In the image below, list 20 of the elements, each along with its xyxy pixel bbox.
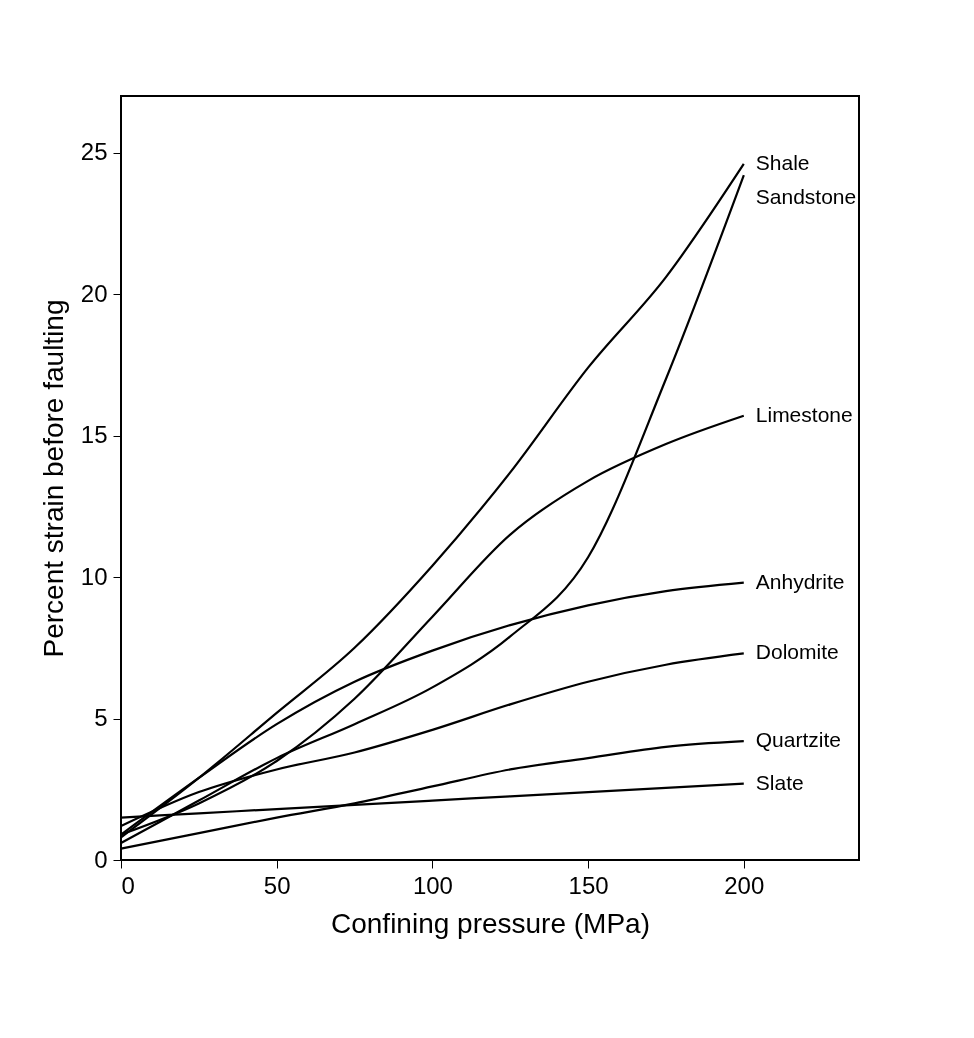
x-tick-label: 200	[724, 871, 765, 899]
y-tick-label: 10	[80, 562, 108, 590]
y-axis-title: Percent strain before faulting	[37, 299, 69, 658]
y-tick-label: 15	[80, 421, 108, 449]
series-label: Slate	[755, 770, 804, 794]
x-tick-label: 150	[568, 871, 609, 899]
y-tick-label: 5	[94, 704, 108, 732]
series-label: Quartzite	[755, 728, 841, 752]
y-tick-label: 0	[94, 845, 108, 873]
series-label: Dolomite	[755, 640, 839, 664]
y-tick-label: 20	[80, 279, 108, 307]
x-tick-label: 50	[263, 871, 291, 899]
series-label: Sandstone	[755, 184, 857, 208]
x-tick-label: 100	[412, 871, 453, 899]
x-axis-title: Confining pressure (MPa)	[330, 907, 651, 939]
series-label: Limestone	[755, 402, 853, 426]
series-label: Shale	[755, 150, 810, 174]
x-tick-label: 0	[121, 871, 135, 899]
y-tick-label: 25	[80, 138, 108, 166]
series-label: Anhydrite	[755, 569, 845, 593]
